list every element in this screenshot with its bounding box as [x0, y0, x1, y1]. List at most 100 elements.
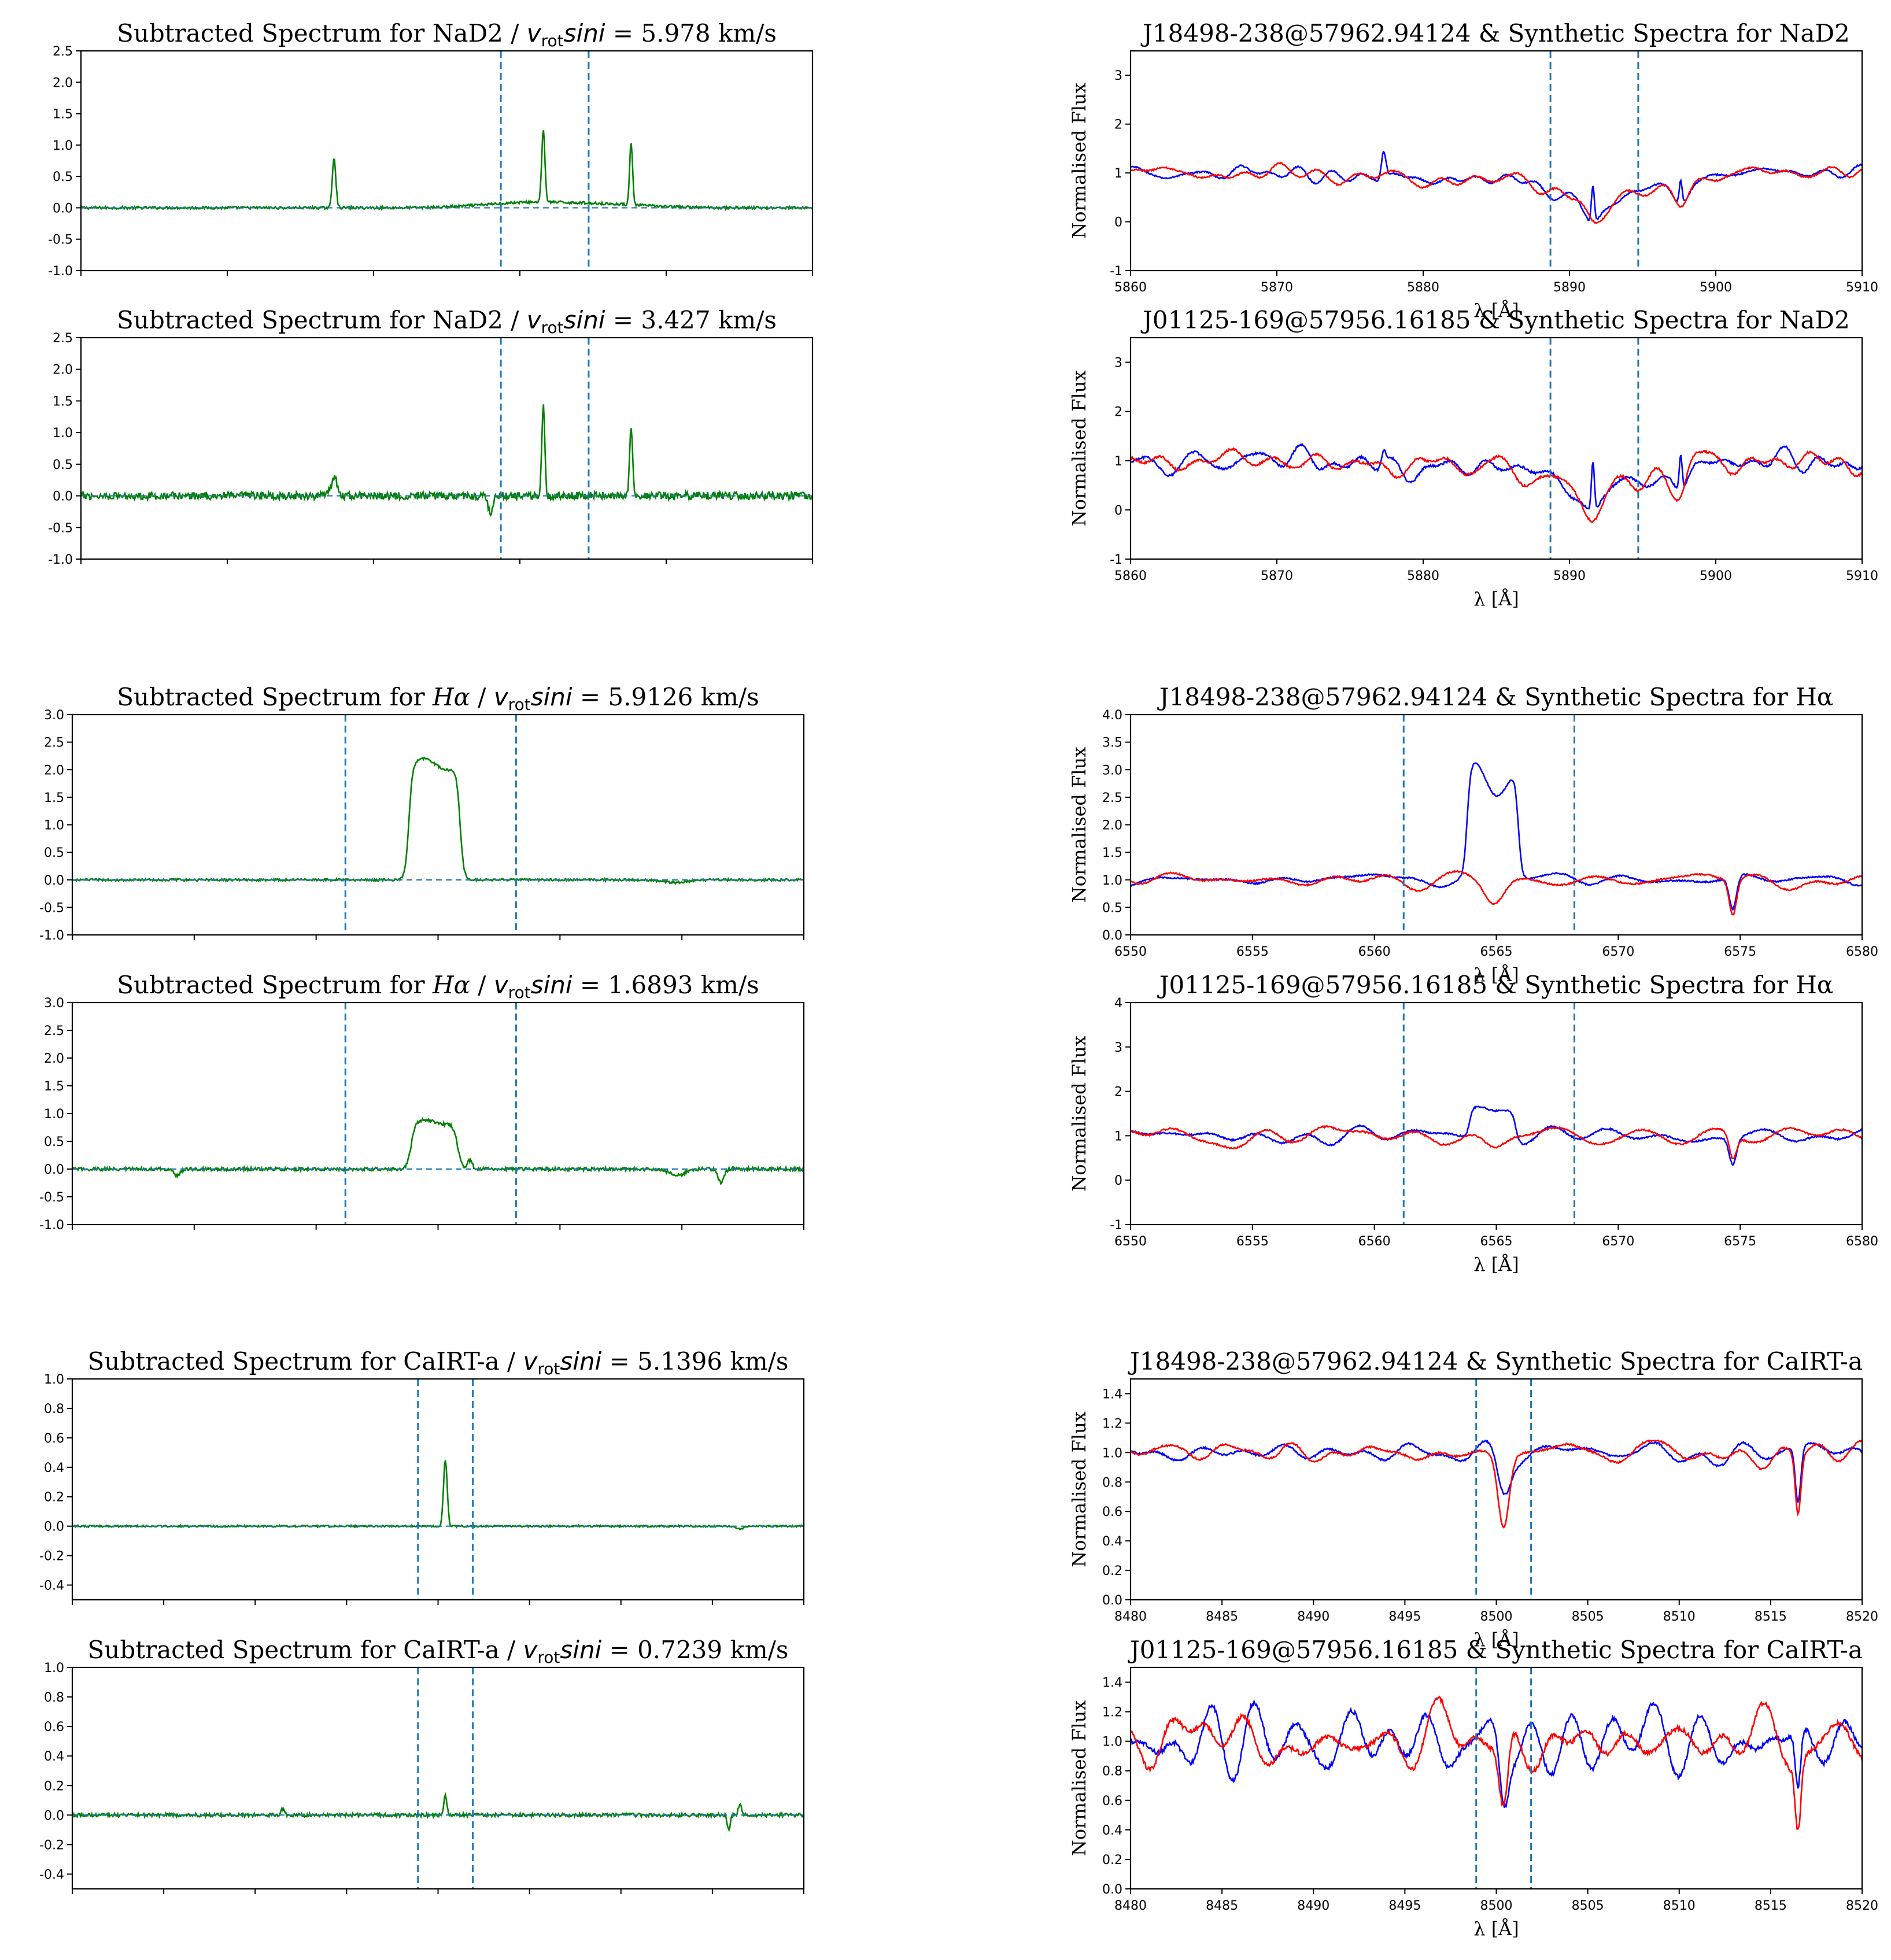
- plot-frame: [71, 1378, 805, 1601]
- y-tick-label: 0.4: [44, 1461, 64, 1475]
- x-axis-label: λ [Å]: [1473, 299, 1519, 321]
- y-tick-label: -0.4: [39, 1867, 64, 1882]
- y-tick-label: 0.4: [44, 1750, 64, 1764]
- series-line-observed: [1131, 442, 1862, 510]
- plot-frame: [1129, 50, 1863, 272]
- y-tick-label: -1: [1110, 1218, 1122, 1233]
- y-tick-label: 3.0: [1102, 763, 1122, 778]
- panel-ca-sub-right: Subtracted Spectrum for CaIRT-a / vrotsi…: [39, 1636, 805, 1894]
- y-tick-label: 2.0: [53, 363, 73, 378]
- plot-frame: [71, 1666, 805, 1890]
- x-tick-label: 8510: [1663, 1610, 1696, 1624]
- panel-title: Subtracted Spectrum for CaIRT-a / vrotsi…: [88, 1636, 789, 1667]
- y-tick-label: -0.5: [39, 901, 64, 915]
- x-tick-label: 8480: [1114, 1610, 1147, 1624]
- y-tick-label: -0.5: [48, 233, 73, 247]
- x-tick-label: 6555: [1236, 1234, 1269, 1249]
- y-axis-label: Normalised Flux: [1068, 371, 1090, 527]
- y-tick-label: 1.5: [1102, 846, 1122, 860]
- plot-frame: [1129, 713, 1863, 936]
- x-axis-label: λ [Å]: [1473, 1629, 1519, 1651]
- series-line-synthetic: [1131, 161, 1862, 224]
- y-tick-label: 0.0: [44, 1163, 64, 1177]
- y-tick-label: 0.0: [1102, 929, 1122, 943]
- series-line-observed: [1131, 150, 1862, 221]
- plot-frame: [1129, 336, 1863, 560]
- x-tick-label: 8500: [1480, 1610, 1513, 1624]
- y-tick-label: 2: [1114, 118, 1122, 132]
- y-tick-label: 1.0: [1102, 1735, 1122, 1750]
- y-tick-label: 1.5: [53, 394, 73, 409]
- x-tick-label: 6575: [1724, 945, 1756, 959]
- x-tick-label: 5890: [1553, 569, 1586, 583]
- y-tick-label: -0.2: [39, 1838, 64, 1852]
- x-tick-label: 5870: [1261, 280, 1293, 295]
- x-tick-label: 5880: [1407, 280, 1439, 295]
- y-tick-label: 0.8: [1102, 1765, 1122, 1779]
- series-line-observed: [1131, 1439, 1862, 1503]
- y-tick-label: 1.4: [1102, 1676, 1122, 1691]
- panel-title: Subtracted Spectrum for CaIRT-a / vrotsi…: [88, 1347, 789, 1378]
- y-tick-label: -1.0: [39, 1218, 64, 1233]
- y-tick-label: 2: [1114, 405, 1122, 420]
- y-tick-label: 2.0: [44, 763, 64, 778]
- y-axis-label: Normalised Flux: [1068, 1700, 1090, 1857]
- y-tick-label: -0.5: [48, 521, 73, 535]
- panel-ha-obs-left: J18498-238@57962.94124 & Synthetic Spect…: [1068, 683, 1878, 986]
- y-axis-label: Normalised Flux: [1068, 1036, 1090, 1192]
- y-tick-label: 0.0: [53, 490, 73, 504]
- plot-frame: [80, 336, 814, 560]
- y-tick-label: 3.5: [1102, 736, 1122, 750]
- x-tick-label: 6550: [1114, 1234, 1147, 1249]
- y-tick-label: 0.0: [44, 874, 64, 888]
- panel-ca-sub-left: Subtracted Spectrum for CaIRT-a / vrotsi…: [39, 1347, 805, 1605]
- y-tick-label: 0.6: [1102, 1505, 1122, 1519]
- y-tick-label: -1.0: [39, 929, 64, 943]
- x-tick-label: 6580: [1846, 1234, 1878, 1249]
- x-axis-label: λ [Å]: [1473, 588, 1519, 610]
- panel-nad2-obs-left: J18498-238@57962.94124 & Synthetic Spect…: [1068, 19, 1878, 321]
- panel-title: J01125-169@57956.16185 & Synthetic Spect…: [1140, 306, 1850, 334]
- y-tick-label: 2.5: [53, 45, 73, 59]
- x-tick-label: 6565: [1480, 945, 1513, 959]
- plot-frame: [80, 50, 814, 272]
- y-tick-label: 0.8: [1102, 1475, 1122, 1490]
- x-tick-label: 5860: [1114, 280, 1147, 295]
- panel-ca-obs-left: J18498-238@57962.94124 & Synthetic Spect…: [1068, 1347, 1878, 1651]
- plot-frame: [71, 1001, 805, 1226]
- series-line-subtracted: [72, 1117, 804, 1186]
- y-tick-label: 0.4: [1102, 1824, 1122, 1838]
- x-axis-label: λ [Å]: [1473, 964, 1519, 986]
- panel-ha-obs-right: J01125-169@57956.16185 & Synthetic Spect…: [1068, 971, 1878, 1275]
- y-tick-label: 2: [1114, 1085, 1122, 1100]
- panel-title: J01125-169@57956.16185 & Synthetic Spect…: [1128, 1636, 1863, 1664]
- y-tick-label: 0.5: [1102, 901, 1122, 915]
- series-line-synthetic: [1131, 870, 1862, 916]
- y-tick-label: -1.0: [48, 553, 73, 567]
- x-tick-label: 6570: [1602, 1234, 1634, 1249]
- y-tick-label: 1.0: [44, 819, 64, 833]
- y-axis-label: Normalised Flux: [1068, 83, 1090, 239]
- panel-ca-obs-right: J01125-169@57956.16185 & Synthetic Spect…: [1068, 1636, 1878, 1940]
- y-tick-label: 0.5: [53, 170, 73, 184]
- series-line-synthetic: [1131, 1439, 1862, 1529]
- y-tick-label: 0.2: [44, 1779, 64, 1793]
- y-tick-label: 0.6: [44, 1720, 64, 1735]
- y-tick-label: 1.0: [53, 139, 73, 153]
- y-tick-label: 2.5: [1102, 791, 1122, 805]
- x-tick-label: 8480: [1114, 1899, 1147, 1913]
- y-tick-label: 1.0: [1102, 874, 1122, 888]
- panel-ha-sub-right: Subtracted Spectrum for Hα / vrotsini = …: [39, 971, 805, 1233]
- y-tick-label: 1.0: [44, 1373, 64, 1387]
- y-tick-label: 2.0: [53, 76, 73, 90]
- series-line-subtracted: [72, 1792, 804, 1832]
- y-tick-label: -0.5: [39, 1190, 64, 1205]
- x-tick-label: 8500: [1480, 1899, 1513, 1913]
- y-tick-label: 2.5: [53, 331, 73, 346]
- series-line-synthetic: [1131, 1695, 1862, 1830]
- y-tick-label: 0.0: [44, 1809, 64, 1823]
- y-tick-label: 2.5: [44, 736, 64, 750]
- y-tick-label: 0.5: [44, 1135, 64, 1149]
- x-tick-label: 5910: [1846, 280, 1878, 295]
- series-line-synthetic: [1131, 1125, 1862, 1159]
